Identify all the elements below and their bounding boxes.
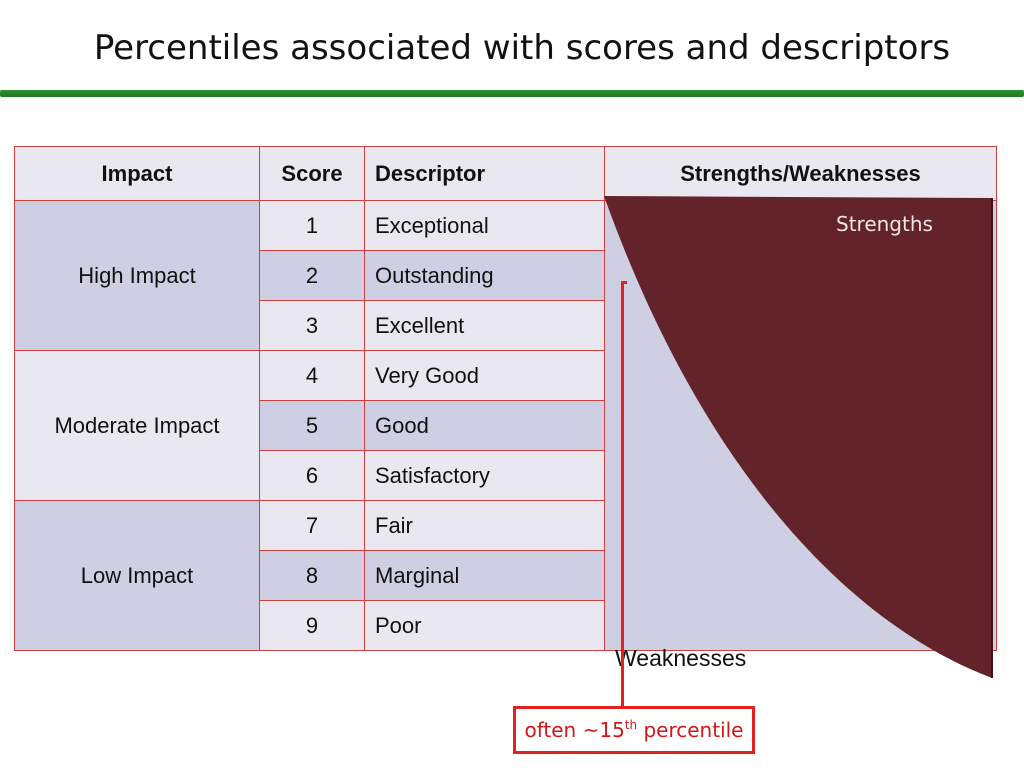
score-cell: 1 <box>259 200 365 251</box>
callout-prefix: often ~15 <box>524 718 625 742</box>
table-row: 5 Good <box>15 400 997 451</box>
strengths-curve-graphic <box>604 196 993 678</box>
slide-title: Percentiles associated with scores and d… <box>93 28 951 68</box>
header-descriptor: Descriptor <box>364 146 605 201</box>
score-cell: 2 <box>259 250 365 301</box>
header-score: Score <box>259 146 365 201</box>
header-strengths-weaknesses: Strengths/Weaknesses <box>604 146 997 201</box>
callout-superscript: th <box>624 718 638 732</box>
table-row: Low Impact 7 Fair <box>14 500 997 651</box>
descriptor-cell: Satisfactory <box>364 450 605 501</box>
score-cell: 9 <box>259 600 365 651</box>
score-cell: 5 <box>259 400 365 451</box>
descriptor-cell: Exceptional <box>364 200 605 251</box>
title-divider <box>0 90 1024 97</box>
weaknesses-label: Weaknesses <box>615 645 747 671</box>
descriptor-cell: Very Good <box>364 350 605 401</box>
descriptor-cell: Fair <box>364 500 605 551</box>
score-cell: 4 <box>259 350 365 401</box>
table-row: 3 Excellent <box>15 300 997 351</box>
callout-suffix: percentile <box>637 718 744 742</box>
percentile-line <box>621 283 624 708</box>
descriptor-cell: Excellent <box>364 300 605 351</box>
table-row: Moderate Impact 4 Very Good <box>14 350 997 501</box>
table-row: 9 Poor <box>15 600 997 651</box>
impact-cell-moderate: Moderate Impact <box>14 350 260 501</box>
impact-cell-high: High Impact <box>14 200 260 351</box>
table-row: 8 Marginal <box>15 550 997 601</box>
descriptor-cell: Poor <box>364 600 605 651</box>
descriptor-cell: Outstanding <box>364 250 605 301</box>
score-cell: 7 <box>259 500 365 551</box>
percentile-line-cap <box>621 281 627 284</box>
table-row: 2 Outstanding <box>15 250 997 301</box>
table-header-row: Impact Score Descriptor Strengths/Weakne… <box>14 146 997 201</box>
impact-cell-low: Low Impact <box>14 500 260 651</box>
score-cell: 8 <box>259 550 365 601</box>
table-row: 6 Satisfactory <box>15 450 997 501</box>
score-cell: 6 <box>259 450 365 501</box>
score-cell: 3 <box>259 300 365 351</box>
descriptor-cell: Marginal <box>364 550 605 601</box>
descriptor-cell: Good <box>364 400 605 451</box>
strengths-area <box>604 196 992 678</box>
strengths-label: Strengths <box>836 212 933 236</box>
header-impact: Impact <box>14 146 260 201</box>
percentile-callout: often ~15th percentile <box>513 706 755 754</box>
